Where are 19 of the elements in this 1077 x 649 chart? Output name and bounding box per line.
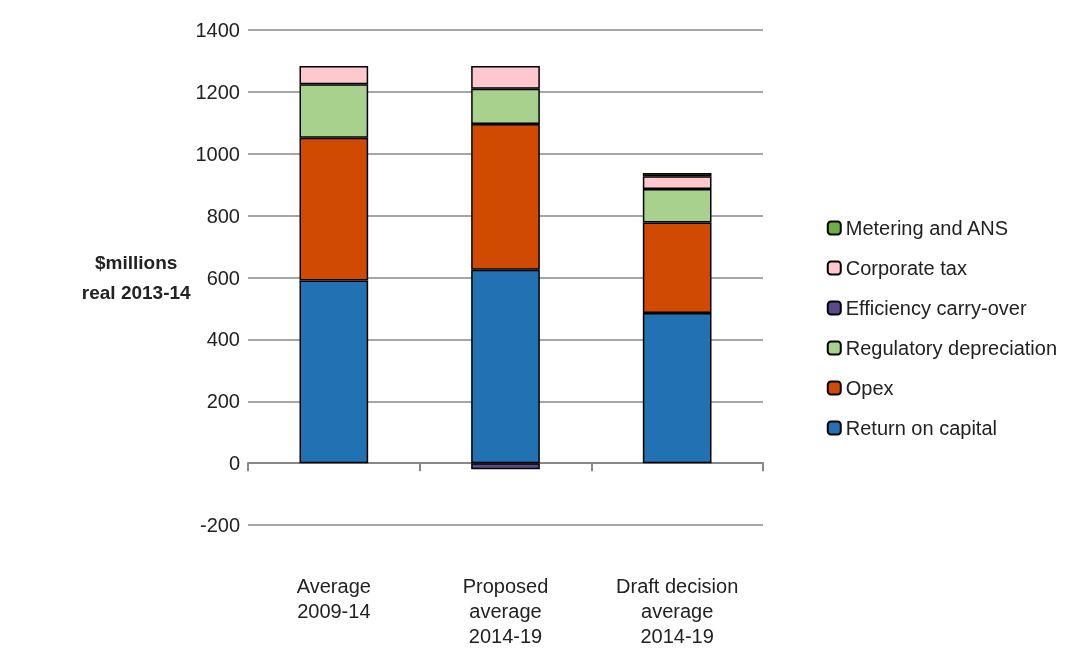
y-tick-label: -200 <box>199 514 240 536</box>
legend-label: Return on capital <box>845 417 997 439</box>
y-tick-label: 200 <box>206 390 240 413</box>
y-tick-label: 400 <box>206 328 240 351</box>
legend-label: Efficiency carry-over <box>845 297 1027 319</box>
y-axis-title: $millions real 2013-14 <box>81 252 192 303</box>
y-tick-label: 1400 <box>195 19 240 41</box>
legend-label: Corporate tax <box>845 257 967 279</box>
x-tick-label: Average 2009-14 <box>296 574 371 622</box>
x-tick-label: Draft decision average 2014-19 <box>616 574 739 647</box>
legend-label: Opex <box>845 377 894 399</box>
y-tick-label: 800 <box>206 204 240 227</box>
y-tick-label: 600 <box>206 266 240 289</box>
legend-label: Metering and ANS <box>845 217 1009 239</box>
y-tick-label: 1000 <box>195 142 240 165</box>
legend-label: Regulatory depreciation <box>845 337 1058 359</box>
y-tick-label: 0 <box>228 452 240 475</box>
y-tick-label: 1200 <box>195 80 240 103</box>
x-tick-label: Proposed average 2014-19 <box>462 574 549 647</box>
